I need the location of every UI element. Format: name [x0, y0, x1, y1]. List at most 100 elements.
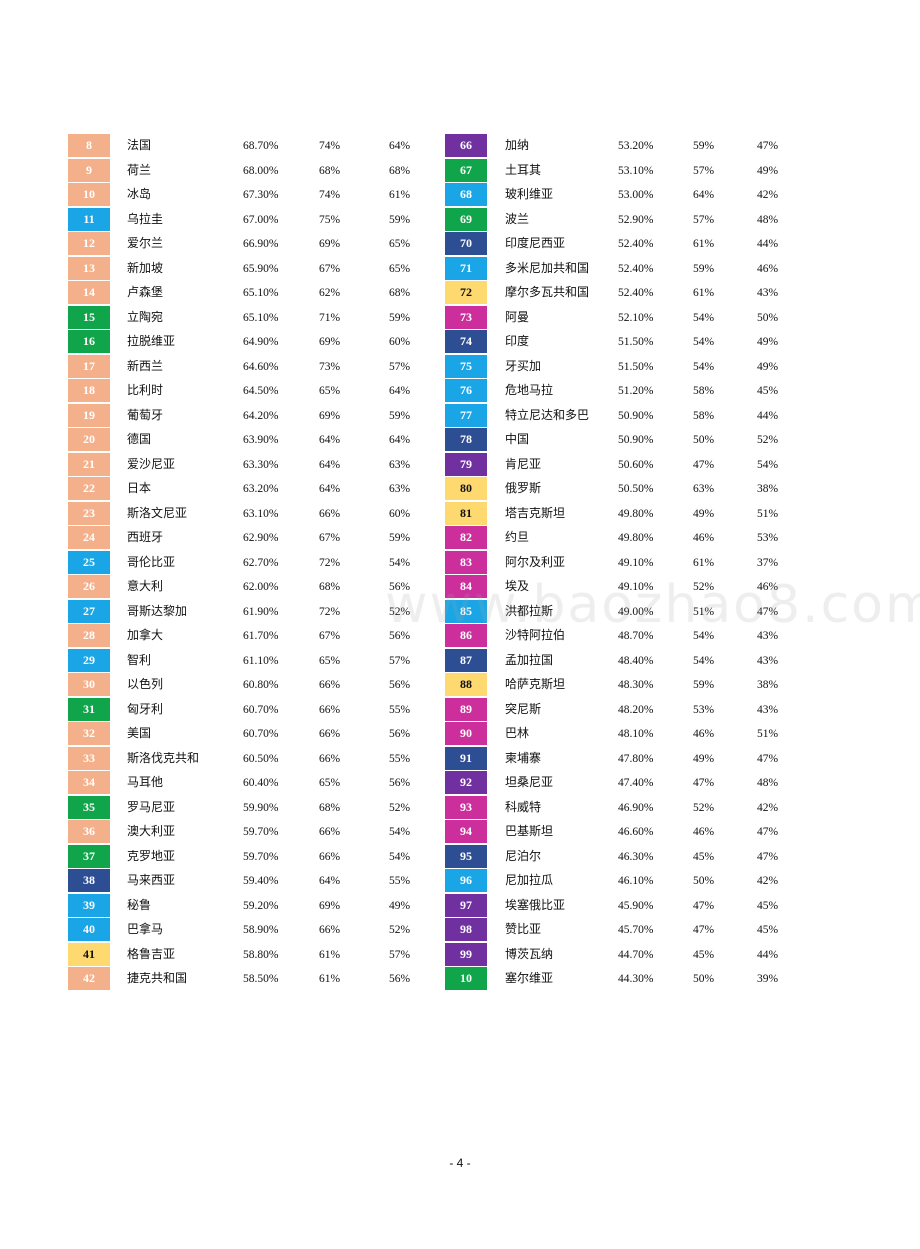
country-name: 爱尔兰 [127, 236, 164, 250]
score-a: 53% [693, 703, 715, 716]
rank-badge: 80 [445, 477, 487, 500]
score-a: 67% [319, 532, 341, 544]
overall-score: 46.90% [618, 801, 654, 814]
score-a: 64% [693, 189, 715, 201]
score-b: 47% [757, 605, 779, 618]
score-a: 47% [693, 899, 715, 912]
score-a: 47% [693, 924, 715, 936]
rank-badge: 86 [445, 624, 487, 647]
country-name: 匈牙利 [127, 701, 164, 716]
overall-score: 51.50% [618, 360, 654, 373]
overall-score: 52.90% [618, 213, 654, 226]
score-b: 63% [389, 458, 411, 471]
country-name: 牙买加 [505, 358, 542, 373]
country-name: 法国 [127, 138, 152, 152]
score-a: 51% [693, 605, 715, 618]
score-a: 74% [319, 189, 341, 201]
score-a: 66% [319, 924, 341, 936]
rank-badge: 42 [68, 967, 110, 990]
rank-badge: 84 [445, 575, 487, 598]
score-b: 47% [757, 752, 779, 765]
rank-badge: 98 [445, 918, 487, 941]
score-a: 66% [319, 850, 341, 863]
score-a: 61% [693, 556, 715, 569]
score-b: 43% [757, 654, 779, 667]
country-name: 博茨瓦纳 [505, 946, 554, 961]
overall-score: 46.10% [618, 875, 654, 887]
overall-score: 50.90% [618, 409, 654, 422]
overall-score: 59.70% [243, 826, 279, 838]
overall-score: 61.70% [243, 630, 279, 642]
rank-badge: 99 [445, 942, 487, 966]
country-name: 中国 [505, 432, 530, 446]
overall-score: 48.20% [618, 703, 654, 716]
score-a: 52% [693, 581, 715, 593]
country-name: 塔吉克斯坦 [505, 505, 566, 520]
rank-badge: 96 [445, 869, 487, 892]
score-b: 52% [389, 605, 411, 618]
score-a: 72% [319, 556, 341, 569]
overall-score: 59.40% [243, 875, 279, 887]
country-name: 巴林 [505, 726, 530, 740]
rank-badge: 30 [68, 673, 110, 696]
country-name: 拉脱维亚 [127, 334, 176, 348]
overall-score: 59.20% [243, 899, 279, 912]
country-name: 新加坡 [127, 260, 164, 275]
score-a: 57% [693, 213, 715, 226]
overall-score: 49.00% [618, 605, 654, 618]
score-a: 73% [319, 360, 341, 373]
overall-score: 65.90% [243, 262, 279, 275]
score-b: 57% [389, 654, 411, 667]
score-b: 49% [757, 360, 779, 373]
score-b: 56% [389, 581, 411, 593]
rank-badge: 37 [68, 844, 110, 868]
country-name: 巴基斯坦 [505, 824, 554, 838]
score-a: 64% [319, 483, 341, 495]
overall-score: 64.90% [243, 336, 279, 348]
overall-score: 63.30% [243, 458, 279, 471]
score-b: 52% [389, 924, 411, 936]
rank-badge: 10 [68, 183, 110, 206]
score-a: 61% [693, 287, 715, 299]
rank-badge: 38 [68, 869, 110, 892]
rank-badge: 71 [445, 256, 487, 280]
score-b: 47% [757, 826, 779, 838]
country-name: 肯尼亚 [505, 456, 542, 471]
score-a: 68% [319, 164, 341, 177]
overall-score: 59.90% [243, 801, 279, 814]
rank-badge: 39 [68, 893, 110, 917]
rank-badge: 27 [68, 599, 110, 623]
overall-score: 63.20% [243, 483, 279, 495]
score-a: 50% [693, 434, 715, 446]
score-b: 43% [757, 287, 779, 299]
country-name: 克罗地亚 [127, 848, 176, 863]
rank-badge: 88 [445, 673, 487, 696]
country-name: 坦桑尼亚 [505, 775, 554, 789]
score-b: 56% [389, 630, 411, 642]
country-name: 哈萨克斯坦 [505, 677, 566, 691]
overall-score: 52.40% [618, 287, 654, 299]
score-b: 54% [389, 850, 411, 863]
country-name: 爱沙尼亚 [127, 456, 176, 471]
score-b: 54% [389, 556, 411, 569]
country-name: 柬埔寨 [505, 750, 542, 765]
country-name: 哥斯达黎加 [127, 603, 188, 618]
overall-score: 62.90% [243, 532, 279, 544]
overall-score: 47.40% [618, 777, 654, 789]
rank-badge: 76 [445, 379, 487, 402]
score-b: 48% [757, 213, 779, 226]
score-b: 64% [389, 434, 411, 446]
overall-score: 49.10% [618, 556, 654, 569]
country-name: 乌拉圭 [127, 211, 164, 226]
country-name: 立陶宛 [127, 309, 164, 324]
overall-score: 53.20% [618, 140, 654, 152]
overall-score: 64.60% [243, 360, 279, 373]
country-name: 以色列 [127, 677, 164, 691]
score-a: 64% [319, 875, 341, 887]
score-b: 37% [757, 556, 779, 569]
score-a: 66% [319, 752, 341, 765]
country-name: 捷克共和国 [127, 971, 188, 985]
overall-score: 65.10% [243, 311, 279, 324]
rank-badge: 91 [445, 746, 487, 770]
overall-score: 59.70% [243, 850, 279, 863]
